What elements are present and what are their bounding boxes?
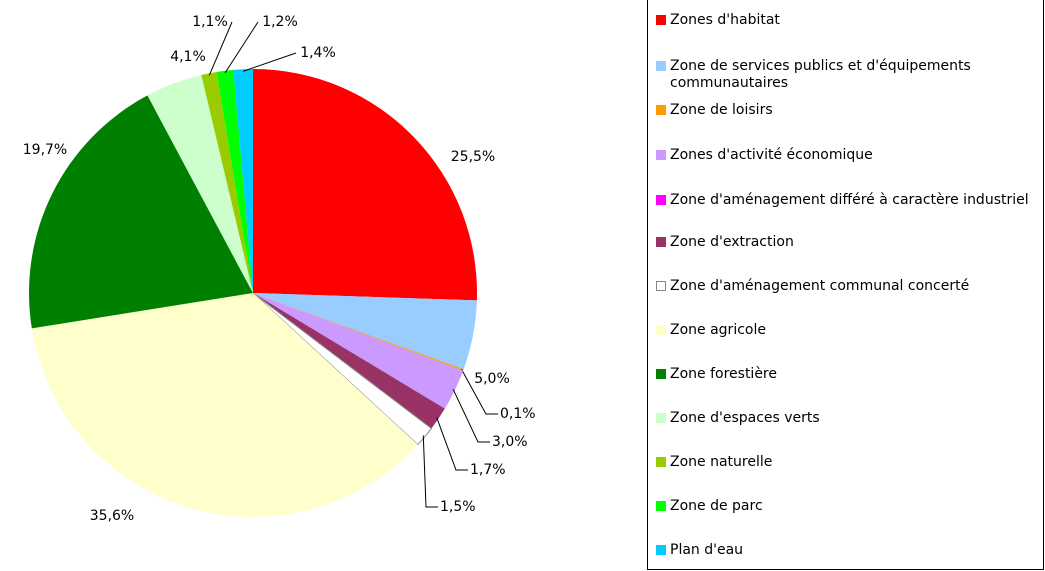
leader-line bbox=[461, 369, 498, 415]
pie-slice bbox=[147, 75, 253, 293]
pie-area: 25,5% 5,0% 0,1% 3,0% 1,7% 1,5% 35,6% 19,7% 4,1% 1… bbox=[23, 14, 536, 524]
legend-swatch bbox=[656, 545, 666, 555]
leader-line bbox=[243, 52, 297, 72]
leader-line bbox=[208, 21, 233, 76]
pie-slice bbox=[253, 293, 477, 370]
data-label: 19,7% bbox=[23, 142, 67, 158]
legend-label: Zone forestière bbox=[670, 366, 777, 382]
data-label: 1,1% bbox=[192, 14, 228, 30]
data-label: 4,1% bbox=[170, 49, 206, 65]
legend-swatch bbox=[656, 501, 666, 511]
legend-label: Zone d'aménagement différé à caractère i… bbox=[670, 192, 1029, 208]
data-label: 25,5% bbox=[451, 149, 495, 165]
legend: Zones d'habitat Zone de services publics … bbox=[647, 0, 1044, 570]
leader-line bbox=[452, 388, 490, 443]
legend-label: Zone d'extraction bbox=[670, 234, 794, 250]
leader-line bbox=[436, 417, 468, 471]
legend-item: Zone agricole bbox=[654, 322, 1039, 339]
legend-swatch bbox=[656, 61, 666, 71]
legend-item: Zone de services publics et d'équipement… bbox=[654, 58, 1039, 92]
legend-item: Plan d'eau bbox=[654, 542, 1039, 559]
pie-slice bbox=[253, 293, 445, 429]
data-label: 1,5% bbox=[440, 499, 476, 515]
legend-label: Plan d'eau bbox=[670, 542, 744, 558]
pie-slice bbox=[216, 69, 253, 294]
legend-swatch bbox=[656, 237, 666, 247]
pie-slice bbox=[253, 69, 477, 301]
pie-slice bbox=[233, 69, 253, 293]
legend-item: Zone de loisirs bbox=[654, 102, 1039, 119]
legend-label: Zone d'aménagement communal concerté bbox=[670, 278, 970, 294]
legend-item: Zone de parc bbox=[654, 498, 1039, 515]
leader-line bbox=[422, 435, 438, 508]
data-label: 1,4% bbox=[300, 45, 336, 61]
legend-label: Zone de parc bbox=[670, 498, 763, 514]
legend-item: Zone d'aménagement différé à caractère i… bbox=[654, 192, 1039, 209]
legend-item: Zone d'extraction bbox=[654, 234, 1039, 251]
legend-item: Zone naturelle bbox=[654, 454, 1039, 471]
leader-line bbox=[224, 21, 259, 74]
legend-label: Zone de services publics et d'équipement… bbox=[670, 58, 971, 91]
legend-label: Zone agricole bbox=[670, 322, 766, 338]
legend-swatch bbox=[656, 457, 666, 467]
pie-slice bbox=[29, 95, 254, 329]
pie-slice bbox=[201, 71, 253, 293]
legend-item: Zone forestière bbox=[654, 366, 1039, 383]
data-label: 3,0% bbox=[492, 434, 528, 450]
legend-label: Zone naturelle bbox=[670, 454, 773, 470]
pie-slice bbox=[31, 293, 418, 517]
pie-slice bbox=[252, 292, 433, 446]
legend-item: Zone d'espaces verts bbox=[654, 410, 1039, 427]
data-label: 0,1% bbox=[500, 406, 536, 422]
legend-swatch bbox=[656, 281, 666, 291]
legend-label: Zones d'habitat bbox=[670, 12, 780, 28]
legend-item: Zone d'aménagement communal concerté bbox=[654, 278, 1039, 295]
legend-swatch bbox=[656, 195, 666, 205]
data-label: 1,7% bbox=[470, 462, 506, 478]
pie-slice bbox=[253, 293, 464, 409]
legend-label: Zone de loisirs bbox=[670, 102, 773, 118]
data-label: 35,6% bbox=[90, 508, 134, 524]
legend-label: Zone d'espaces verts bbox=[670, 410, 820, 426]
legend-swatch bbox=[656, 15, 666, 25]
legend-swatch bbox=[656, 150, 666, 160]
legend-item: Zones d'activité économique bbox=[654, 147, 1039, 164]
pie-slice bbox=[253, 293, 464, 371]
legend-item: Zones d'habitat bbox=[654, 12, 1039, 29]
legend-swatch bbox=[656, 325, 666, 335]
data-label: 1,2% bbox=[262, 14, 298, 30]
legend-swatch bbox=[656, 369, 666, 379]
data-label: 5,0% bbox=[474, 371, 510, 387]
legend-swatch bbox=[656, 105, 666, 115]
legend-label: Zones d'activité économique bbox=[670, 147, 873, 163]
legend-swatch bbox=[656, 413, 666, 423]
